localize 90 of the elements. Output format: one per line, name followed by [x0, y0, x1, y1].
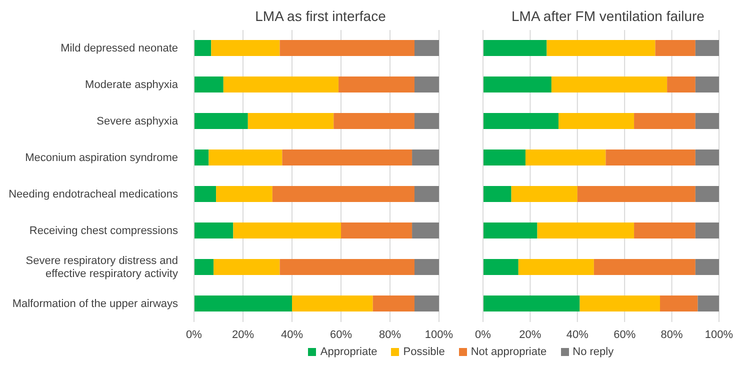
bar: [223, 76, 339, 92]
bar: [695, 222, 719, 238]
bar: [280, 259, 414, 275]
bar: [655, 40, 696, 56]
bar: [695, 113, 719, 129]
bar: [660, 296, 698, 312]
bar: [594, 259, 696, 275]
x-tick-label: 20%: [519, 328, 542, 341]
x-tick-label: 40%: [566, 328, 589, 341]
legend-label: No reply: [572, 346, 614, 358]
y-tick-label: Moderate asphyxia: [85, 78, 179, 91]
bar: [558, 113, 634, 129]
x-tick-label: 0%: [475, 328, 492, 341]
bar: [580, 296, 660, 312]
chart-title: LMA as first interface: [254, 8, 387, 26]
bar: [194, 76, 224, 92]
bar: [414, 296, 439, 312]
bar: [483, 150, 526, 166]
bar: [537, 222, 634, 238]
bar: [511, 186, 578, 202]
bar: [695, 150, 719, 166]
bar: [194, 113, 248, 129]
bar: [233, 222, 341, 238]
bar: [695, 259, 719, 275]
bar: [194, 259, 214, 275]
bar: [483, 40, 547, 56]
bar: [412, 150, 439, 166]
bar: [698, 296, 719, 312]
legend-label: Possible: [402, 346, 445, 358]
bar: [518, 259, 594, 275]
bar: [248, 113, 334, 129]
legend-label: Not appropriate: [470, 346, 547, 358]
chart-title: LMA after FM ventilation failure: [510, 8, 706, 26]
y-tick-label: Severe asphyxia: [96, 115, 179, 128]
bar: [414, 76, 439, 92]
x-tick-label: 80%: [378, 328, 402, 341]
bar: [634, 222, 696, 238]
bar: [208, 150, 282, 166]
y-tick-label: Mild depressed neonate: [60, 42, 178, 54]
bar: [577, 186, 696, 202]
bar: [483, 296, 580, 312]
bar: [194, 186, 216, 202]
bar: [341, 222, 412, 238]
x-tick-label: 40%: [280, 328, 304, 341]
x-tick-label: 60%: [330, 328, 352, 341]
bar: [414, 186, 439, 202]
bar: [194, 222, 234, 238]
bar: [667, 76, 696, 92]
bar: [280, 40, 414, 56]
bar: [483, 186, 512, 202]
bar: [695, 40, 719, 56]
bar: [292, 296, 373, 312]
x-tick-label: 80%: [660, 328, 684, 341]
bar: [606, 150, 696, 166]
bar: [211, 40, 280, 56]
y-tick-label: Receiving chest compressions: [29, 224, 178, 237]
bar: [194, 40, 212, 56]
y-tick-label: Severe respiratory distress and effective respiratory activity: [26, 254, 178, 280]
x-tick-label: 100%: [704, 328, 734, 341]
bar: [334, 113, 414, 129]
y-tick-label: Needing endotracheal medications: [8, 188, 178, 200]
bar: [216, 186, 272, 202]
bar: [282, 150, 412, 166]
bar: [214, 259, 280, 275]
y-tick-label: Malformation of the upper airways: [12, 298, 178, 310]
bar: [194, 150, 209, 166]
x-tick-label: 20%: [232, 328, 254, 341]
bar: [414, 259, 439, 275]
bar: [483, 259, 518, 275]
bar: [695, 76, 719, 92]
bar: [414, 113, 439, 129]
bar: [272, 186, 414, 202]
bar: [194, 296, 292, 312]
x-tick-label: 60%: [614, 328, 636, 341]
bar: [551, 76, 668, 92]
bar: [372, 296, 414, 312]
x-tick-label: 0%: [186, 328, 202, 341]
bar: [695, 186, 719, 202]
bar: [412, 222, 439, 238]
bar: [338, 76, 414, 92]
bar: [483, 76, 552, 92]
bar: [483, 222, 538, 238]
bar: [525, 150, 606, 166]
x-tick-label: 100%: [424, 328, 454, 341]
y-tick-label: Meconium aspiration syndrome: [25, 152, 178, 164]
bar: [546, 40, 656, 56]
bar: [634, 113, 696, 129]
bar: [414, 40, 439, 56]
bar: [483, 113, 559, 129]
legend-label: Appropriate: [319, 346, 378, 358]
